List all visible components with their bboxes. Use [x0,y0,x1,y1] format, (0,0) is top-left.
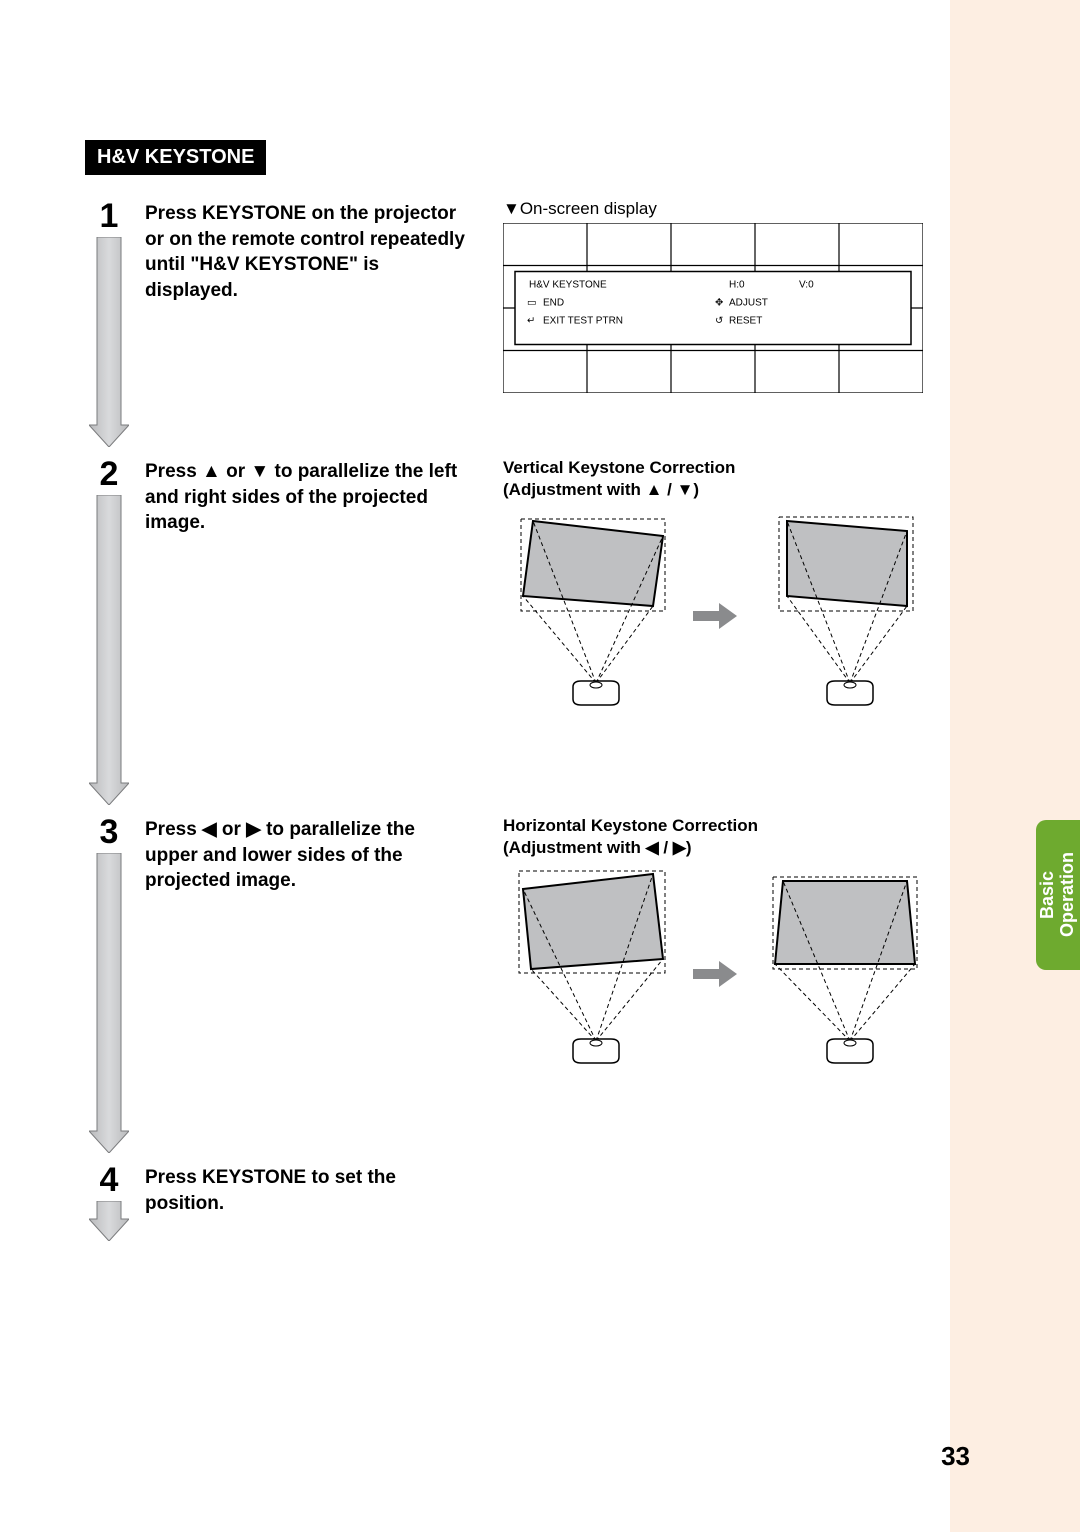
step-row: 4 Press KEYSTONE to set the position. [85,1163,995,1241]
section-header: H&V KEYSTONE [85,140,266,175]
step-marker: 4 [85,1163,133,1241]
step-arrow-icon [89,237,129,447]
svg-text:✥: ✥ [715,298,723,309]
svg-text:ADJUST: ADJUST [729,298,768,309]
section-tab: BasicOperation [1036,820,1080,970]
step-text: Press KEYSTONE to set the position. [145,1165,473,1216]
step-arrow-icon [89,853,129,1153]
svg-text:RESET: RESET [729,316,762,327]
step-number: 2 [100,457,119,491]
svg-text:H&V KEYSTONE: H&V KEYSTONE [529,280,607,291]
svg-text:EXIT TEST PTRN: EXIT TEST PTRN [543,316,623,327]
vertical-correction-diagram [503,511,943,721]
step-marker: 1 [85,199,133,447]
svg-text:V:0: V:0 [799,280,814,291]
step-number: 4 [100,1163,119,1197]
svg-text:↵: ↵ [527,316,535,327]
horizontal-correction-diagram [503,869,943,1079]
arrow-icon [693,603,737,629]
page-number: 33 [941,1441,970,1472]
step-number: 1 [100,199,119,233]
step-row: 3 Press ◀ or ▶ to parallelize the upper … [85,815,995,1153]
osd-diagram: H&V KEYSTONE H:0 V:0 ▭ END ✥ ADJUST ↵ EXIT TEST … [503,223,923,393]
step-number: 3 [100,815,119,849]
step-text: Press KEYSTONE on the projector or on th… [145,201,473,304]
svg-text:END: END [543,298,564,309]
correction-heading: Vertical Keystone Correction (Adjustment… [503,457,943,501]
svg-text:▭: ▭ [527,298,536,309]
page-content: H&V KEYSTONE 1 Press KEYSTONE on the pro… [85,140,995,1241]
svg-text:↺: ↺ [715,316,723,327]
arrow-icon [693,961,737,987]
step-text: Press ▲ or ▼ to parallelize the left and… [145,459,473,536]
step-marker: 2 [85,457,133,805]
step-arrow-icon [89,495,129,805]
svg-text:H:0: H:0 [729,280,745,291]
osd-label: ▼On-screen display [503,199,943,219]
step-text: Press ◀ or ▶ to parallelize the upper an… [145,817,473,894]
step-row: 1 Press KEYSTONE on the projector or on … [85,199,995,447]
correction-heading: Horizontal Keystone Correction (Adjustme… [503,815,943,859]
step-marker: 3 [85,815,133,1153]
step-arrow-icon [89,1201,129,1241]
step-row: 2 Press ▲ or ▼ to parallelize the left a… [85,457,995,805]
